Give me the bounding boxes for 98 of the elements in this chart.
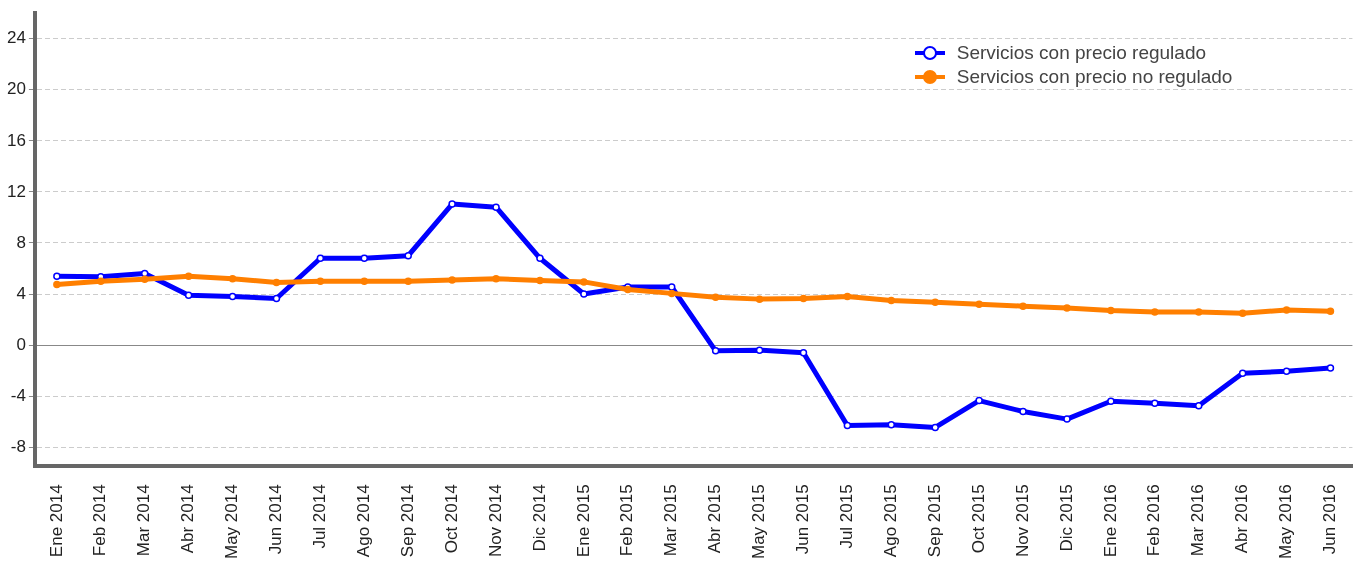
x-tick-label: Dic 2014 xyxy=(529,484,549,552)
point xyxy=(97,277,105,286)
point xyxy=(184,291,193,300)
point xyxy=(580,278,588,286)
point xyxy=(887,421,896,429)
point xyxy=(448,200,456,208)
point xyxy=(492,274,500,283)
point xyxy=(667,283,676,291)
point xyxy=(1238,369,1247,377)
point xyxy=(1194,308,1203,316)
point xyxy=(1194,401,1203,410)
point xyxy=(931,423,939,432)
point xyxy=(843,421,852,430)
x-tick-label: May 2016 xyxy=(1276,484,1296,560)
x-tick-label: Feb 2014 xyxy=(90,484,110,557)
point xyxy=(404,251,412,260)
point xyxy=(931,298,939,307)
x-tick-label: Abr 2014 xyxy=(178,484,198,554)
point xyxy=(799,294,808,303)
point xyxy=(316,254,325,263)
x-tick-label: Ago 2014 xyxy=(353,484,373,558)
point xyxy=(1019,302,1027,310)
x-tick-label: Jun 2016 xyxy=(1320,484,1340,555)
y-tick-label: 4 xyxy=(16,283,26,303)
x-tick-label: Ene 2015 xyxy=(573,484,593,558)
point xyxy=(316,277,325,286)
point xyxy=(975,300,983,308)
point xyxy=(799,348,808,357)
point xyxy=(887,296,896,305)
x-tick-label: Dic 2015 xyxy=(1056,484,1076,552)
x-tick-label: Abr 2016 xyxy=(1232,484,1252,554)
point xyxy=(1019,407,1027,416)
point xyxy=(228,292,237,301)
x-tick-label: Ago 2015 xyxy=(880,484,900,558)
point xyxy=(755,346,764,354)
point xyxy=(711,293,720,301)
x-tick-label: Oct 2015 xyxy=(968,484,988,554)
x-tick-label: Mar 2014 xyxy=(134,484,154,557)
x-tick-label: Sep 2014 xyxy=(397,484,417,558)
point xyxy=(404,277,412,286)
x-tick-label: Feb 2016 xyxy=(1144,484,1164,557)
x-tick-label: Abr 2015 xyxy=(705,484,725,554)
point xyxy=(492,203,500,211)
x-tick-label: Mar 2016 xyxy=(1188,484,1208,557)
point xyxy=(1238,309,1247,317)
point xyxy=(228,274,237,283)
x-tick-label: Jun 2014 xyxy=(266,484,286,555)
point xyxy=(536,254,544,263)
point xyxy=(360,254,369,263)
point xyxy=(1151,308,1159,316)
x-tick-label: Nov 2015 xyxy=(1012,484,1032,558)
point xyxy=(755,295,764,303)
x-tick-label: Ene 2016 xyxy=(1100,484,1120,558)
x-tick-label: Oct 2014 xyxy=(441,484,461,554)
point xyxy=(1107,397,1115,405)
y-tick-label: 16 xyxy=(6,130,26,150)
x-tick-label: Sep 2015 xyxy=(924,484,944,558)
point xyxy=(1326,364,1335,372)
x-tick-label: Jul 2015 xyxy=(837,484,857,549)
point xyxy=(975,396,983,405)
point xyxy=(536,276,544,285)
point xyxy=(140,269,149,278)
point xyxy=(272,294,281,303)
point xyxy=(667,289,676,298)
point xyxy=(184,272,193,280)
point xyxy=(1063,304,1071,312)
x-tick-label: May 2015 xyxy=(749,484,769,560)
point xyxy=(580,290,588,298)
y-tick-label: 8 xyxy=(16,232,26,252)
point xyxy=(1326,307,1335,315)
point xyxy=(1107,306,1115,315)
point xyxy=(272,278,281,287)
point xyxy=(1282,306,1291,314)
point xyxy=(140,275,149,284)
x-tick-label: Nov 2014 xyxy=(485,484,505,558)
x-tick-label: Mar 2015 xyxy=(661,484,681,557)
y-tick-label: 12 xyxy=(6,181,26,201)
point xyxy=(1063,415,1071,423)
x-tick-label: Feb 2015 xyxy=(617,484,637,557)
legend-label: Servicios con precio no regulado xyxy=(956,66,1233,89)
x-tick-label: May 2014 xyxy=(222,484,242,560)
point xyxy=(711,347,720,355)
point xyxy=(448,276,456,284)
y-tick-label: 24 xyxy=(6,28,26,48)
y-tick-label: -4 xyxy=(10,385,26,405)
y-tick-label: 20 xyxy=(6,79,26,99)
point xyxy=(53,272,61,280)
point xyxy=(360,277,369,286)
x-tick-label: Jul 2014 xyxy=(310,484,330,549)
y-tick-label: -8 xyxy=(10,436,26,456)
y-tick-label: 0 xyxy=(16,334,26,354)
point xyxy=(1151,399,1159,407)
point xyxy=(53,280,61,289)
x-tick-label: Jun 2015 xyxy=(793,484,813,555)
point xyxy=(843,292,852,301)
point xyxy=(1282,367,1291,375)
legend-label: Servicios con precio regulado xyxy=(956,42,1207,65)
x-tick-label: Ene 2014 xyxy=(46,484,66,558)
